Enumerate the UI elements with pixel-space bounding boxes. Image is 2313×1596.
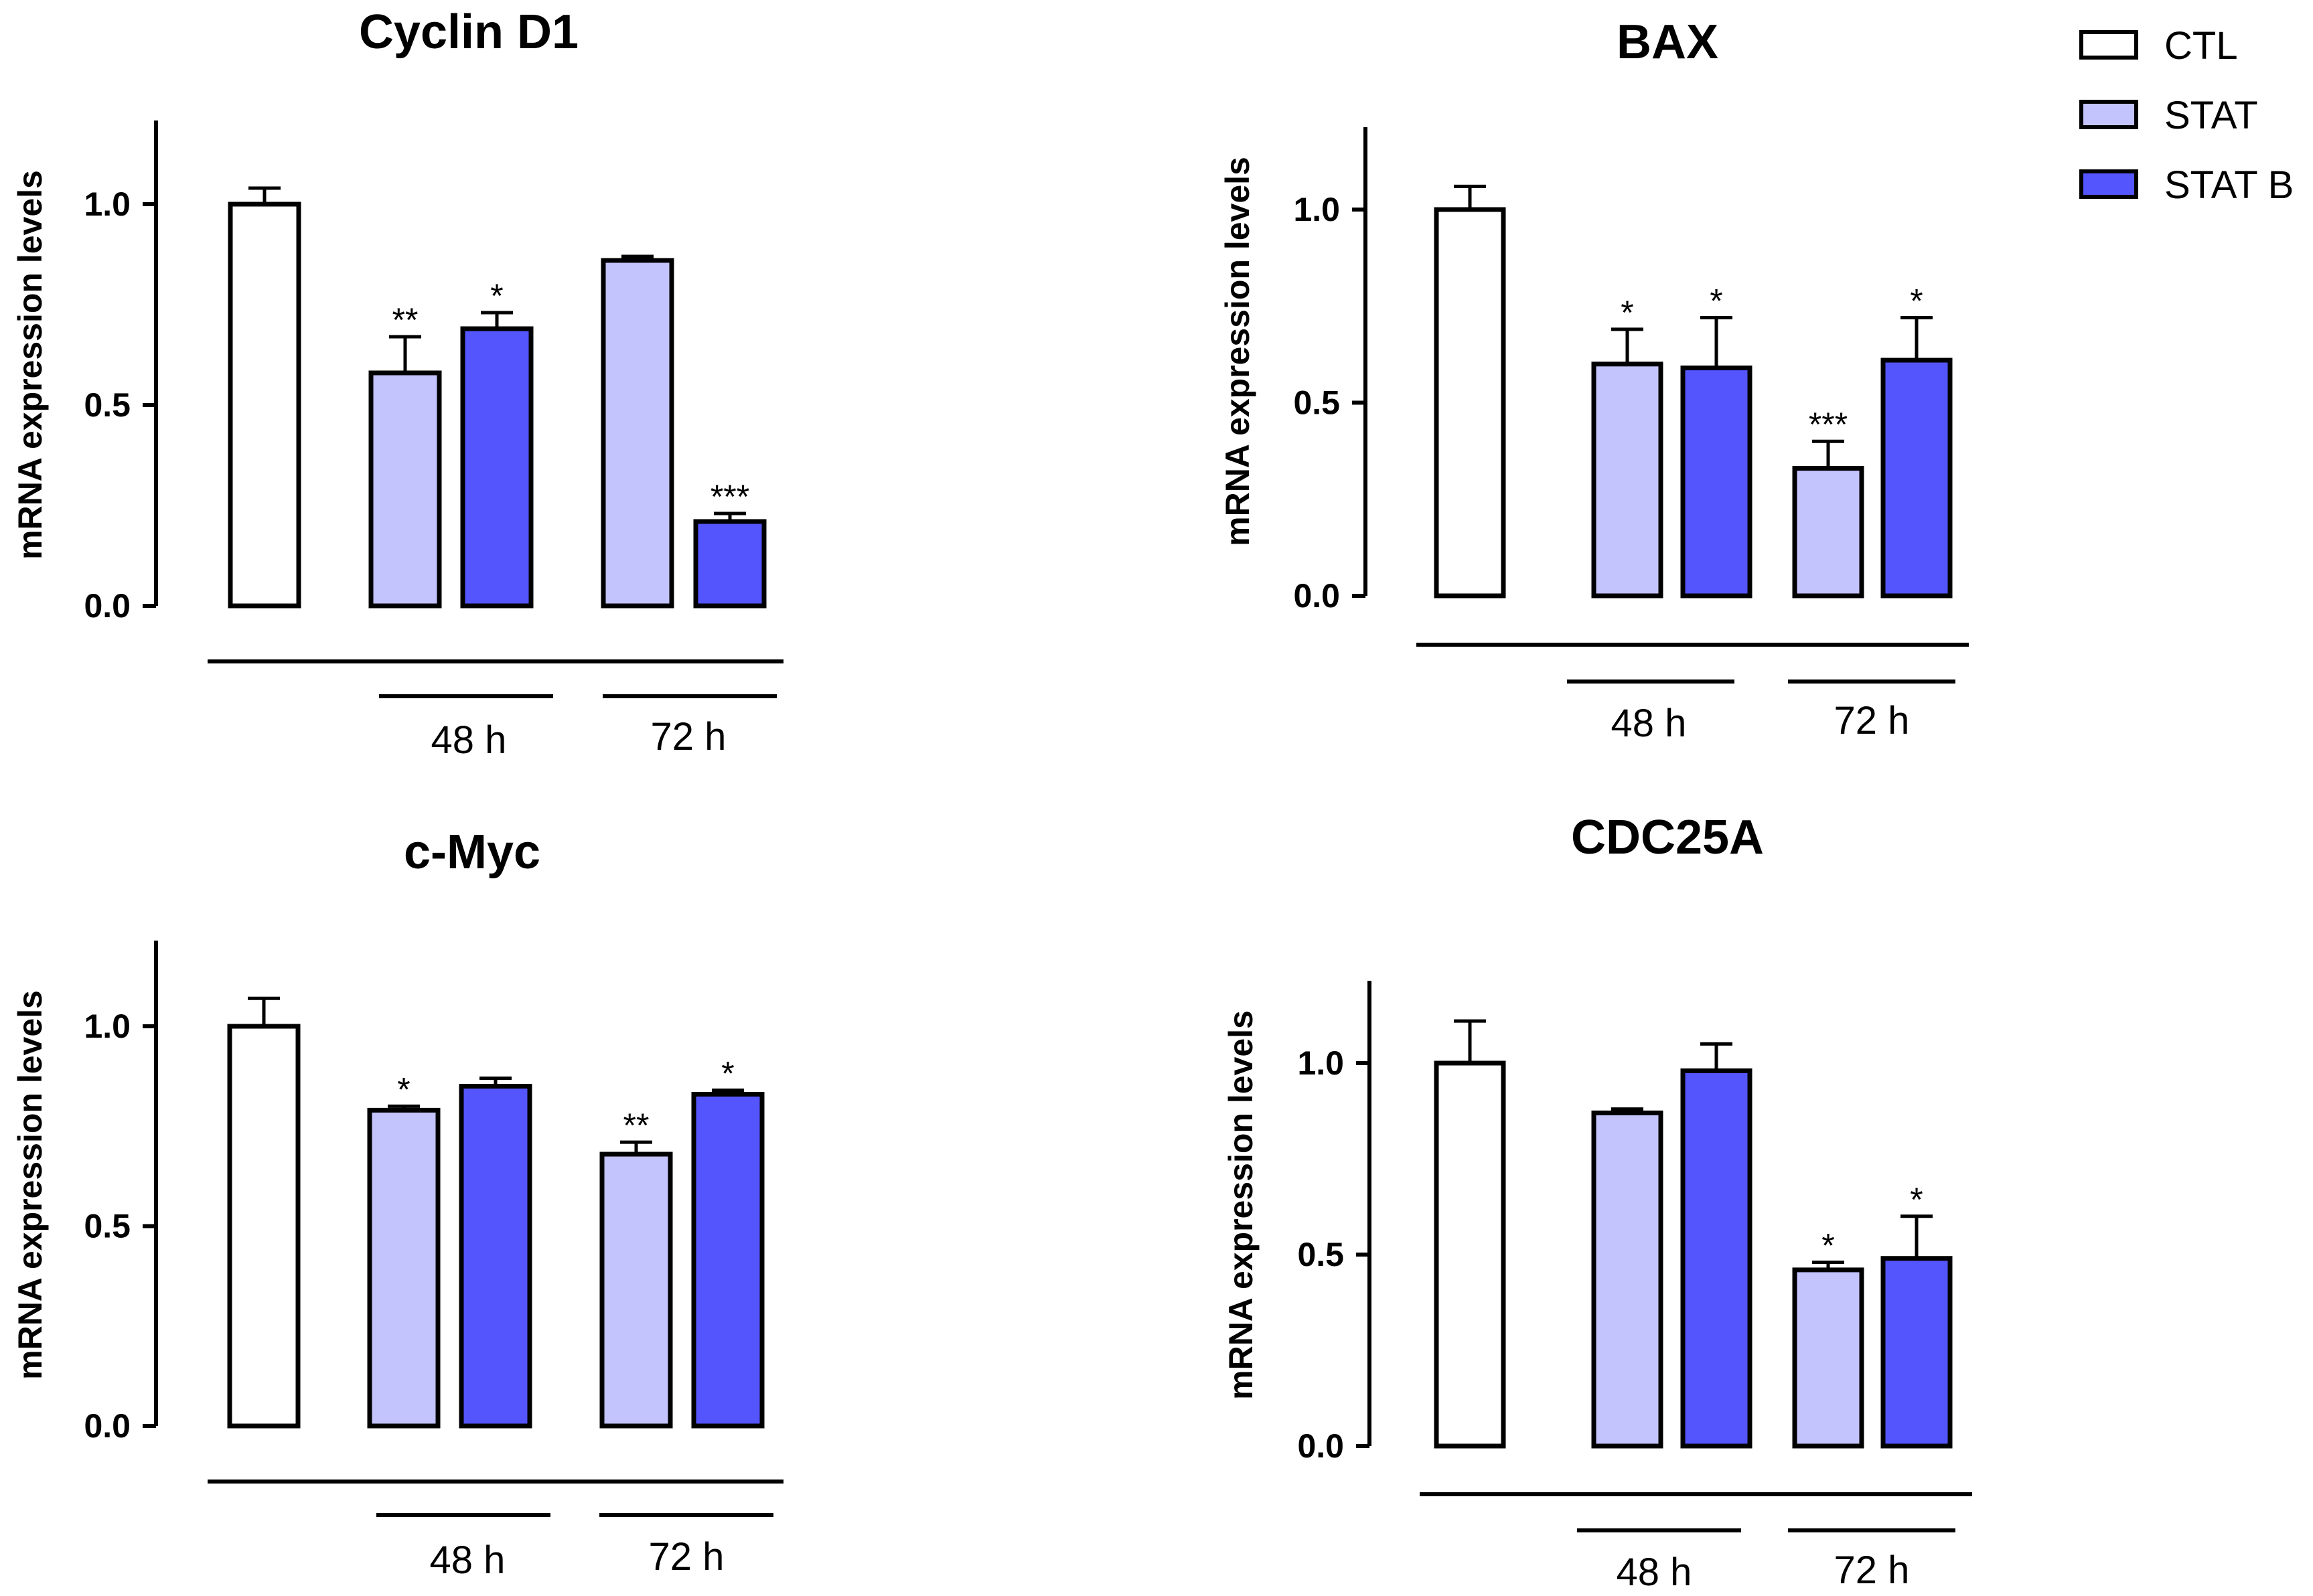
y-axis-label: mRNA expression levels — [11, 170, 49, 560]
bar-ctl — [227, 1024, 301, 1429]
group-label-72h: 72 h — [1834, 699, 1910, 742]
y-tick-label: 0.0 — [84, 1407, 131, 1445]
significance-marker: * — [1621, 294, 1633, 331]
y-axis-label: mRNA expression levels — [1222, 1010, 1260, 1400]
bar-stat-72-h — [1792, 466, 1864, 598]
significance-marker: *** — [1809, 406, 1848, 443]
bar-stat-b-48-h — [459, 1084, 532, 1429]
group-label-48h: 48 h — [431, 718, 507, 762]
significance-marker: *** — [711, 478, 749, 515]
significance-marker: * — [1910, 1181, 1923, 1218]
bar-ctl — [1434, 207, 1506, 598]
legend-swatch-stat — [2079, 100, 2138, 129]
group-label-72h: 72 h — [651, 715, 727, 759]
bar-stat-b-72-h — [693, 519, 767, 609]
chart-title: CDC25A — [1571, 811, 1764, 864]
significance-marker: * — [490, 277, 503, 315]
group-label-48h: 48 h — [1611, 702, 1687, 745]
y-tick-label: 0.5 — [1293, 384, 1340, 422]
y-tick-label: 1.0 — [84, 185, 131, 223]
bar-ctl — [1434, 1060, 1506, 1449]
y-tick-label: 1.0 — [84, 1008, 131, 1045]
bar-stat-72-h — [1792, 1267, 1864, 1449]
panel-cyclin-d1: Cyclin D1 mRNA expression levels 48 h 72… — [11, 5, 784, 762]
panel-cdc25a: CDC25A mRNA expression levels 48 h 72 h … — [1222, 811, 1972, 1594]
legend: CTL STAT STAT B — [2079, 24, 2294, 207]
legend-item-ctl: CTL — [2079, 24, 2238, 68]
group-label-72h: 72 h — [1834, 1548, 1910, 1592]
group-label-72h: 72 h — [649, 1535, 725, 1579]
panel-c-myc: c-Myc mRNA expression levels 48 h 72 h 0… — [11, 825, 784, 1582]
panel-bax: BAX mRNA expression levels 48 h 72 h 0.0… — [1219, 15, 1969, 745]
y-tick-label: 0.5 — [84, 386, 131, 424]
significance-marker: * — [721, 1055, 734, 1093]
y-tick-label: 0.0 — [1297, 1427, 1344, 1465]
y-tick-label: 0.0 — [1293, 577, 1340, 615]
bar-stat-b-72-h — [1880, 357, 1953, 598]
legend-swatch-stat-b — [2079, 169, 2138, 199]
bar-stat-b-48-h — [1680, 1068, 1752, 1449]
significance-marker: * — [1910, 283, 1923, 320]
significance-marker: * — [397, 1070, 410, 1108]
legend-label-stat-b: STAT B — [2164, 163, 2294, 207]
bar-stat-48-h — [368, 370, 442, 609]
y-axis-label: mRNA expression levels — [1219, 157, 1256, 546]
group-label-48h: 48 h — [1617, 1550, 1692, 1594]
y-axis-label: mRNA expression levels — [11, 990, 49, 1380]
significance-marker: * — [1710, 283, 1722, 320]
group-label-48h: 48 h — [430, 1538, 506, 1582]
chart-title: Cyclin D1 — [359, 5, 579, 59]
bar-stat-48-h — [1591, 362, 1663, 598]
bar-stat-b-48-h — [1680, 366, 1752, 598]
legend-label-ctl: CTL — [2164, 24, 2238, 68]
y-tick-label: 0.0 — [84, 587, 131, 625]
y-tick-label: 0.5 — [84, 1208, 131, 1245]
chart-title: BAX — [1617, 15, 1718, 69]
bar-stat-b-72-h — [1880, 1256, 1953, 1449]
y-tick-label: 1.0 — [1297, 1044, 1344, 1082]
significance-marker: * — [1821, 1226, 1834, 1264]
legend-item-stat: STAT — [2079, 94, 2258, 137]
legend-label-stat: STAT — [2164, 94, 2258, 137]
bar-stat-b-48-h — [460, 326, 534, 609]
legend-item-stat-b: STAT B — [2079, 163, 2294, 207]
significance-marker: ** — [392, 301, 419, 339]
bar-ctl — [228, 202, 301, 609]
bar-stat-48-h — [367, 1107, 441, 1429]
y-tick-label: 0.5 — [1297, 1236, 1344, 1273]
bar-stat-72-h — [601, 258, 674, 609]
bar-stat-b-72-h — [691, 1091, 765, 1429]
significance-marker: ** — [623, 1107, 650, 1144]
chart-title: c-Myc — [404, 825, 540, 879]
bar-stat-48-h — [1591, 1110, 1663, 1449]
bar-stat-72-h — [599, 1151, 673, 1429]
y-tick-label: 1.0 — [1293, 191, 1340, 228]
legend-swatch-ctl — [2079, 30, 2138, 60]
